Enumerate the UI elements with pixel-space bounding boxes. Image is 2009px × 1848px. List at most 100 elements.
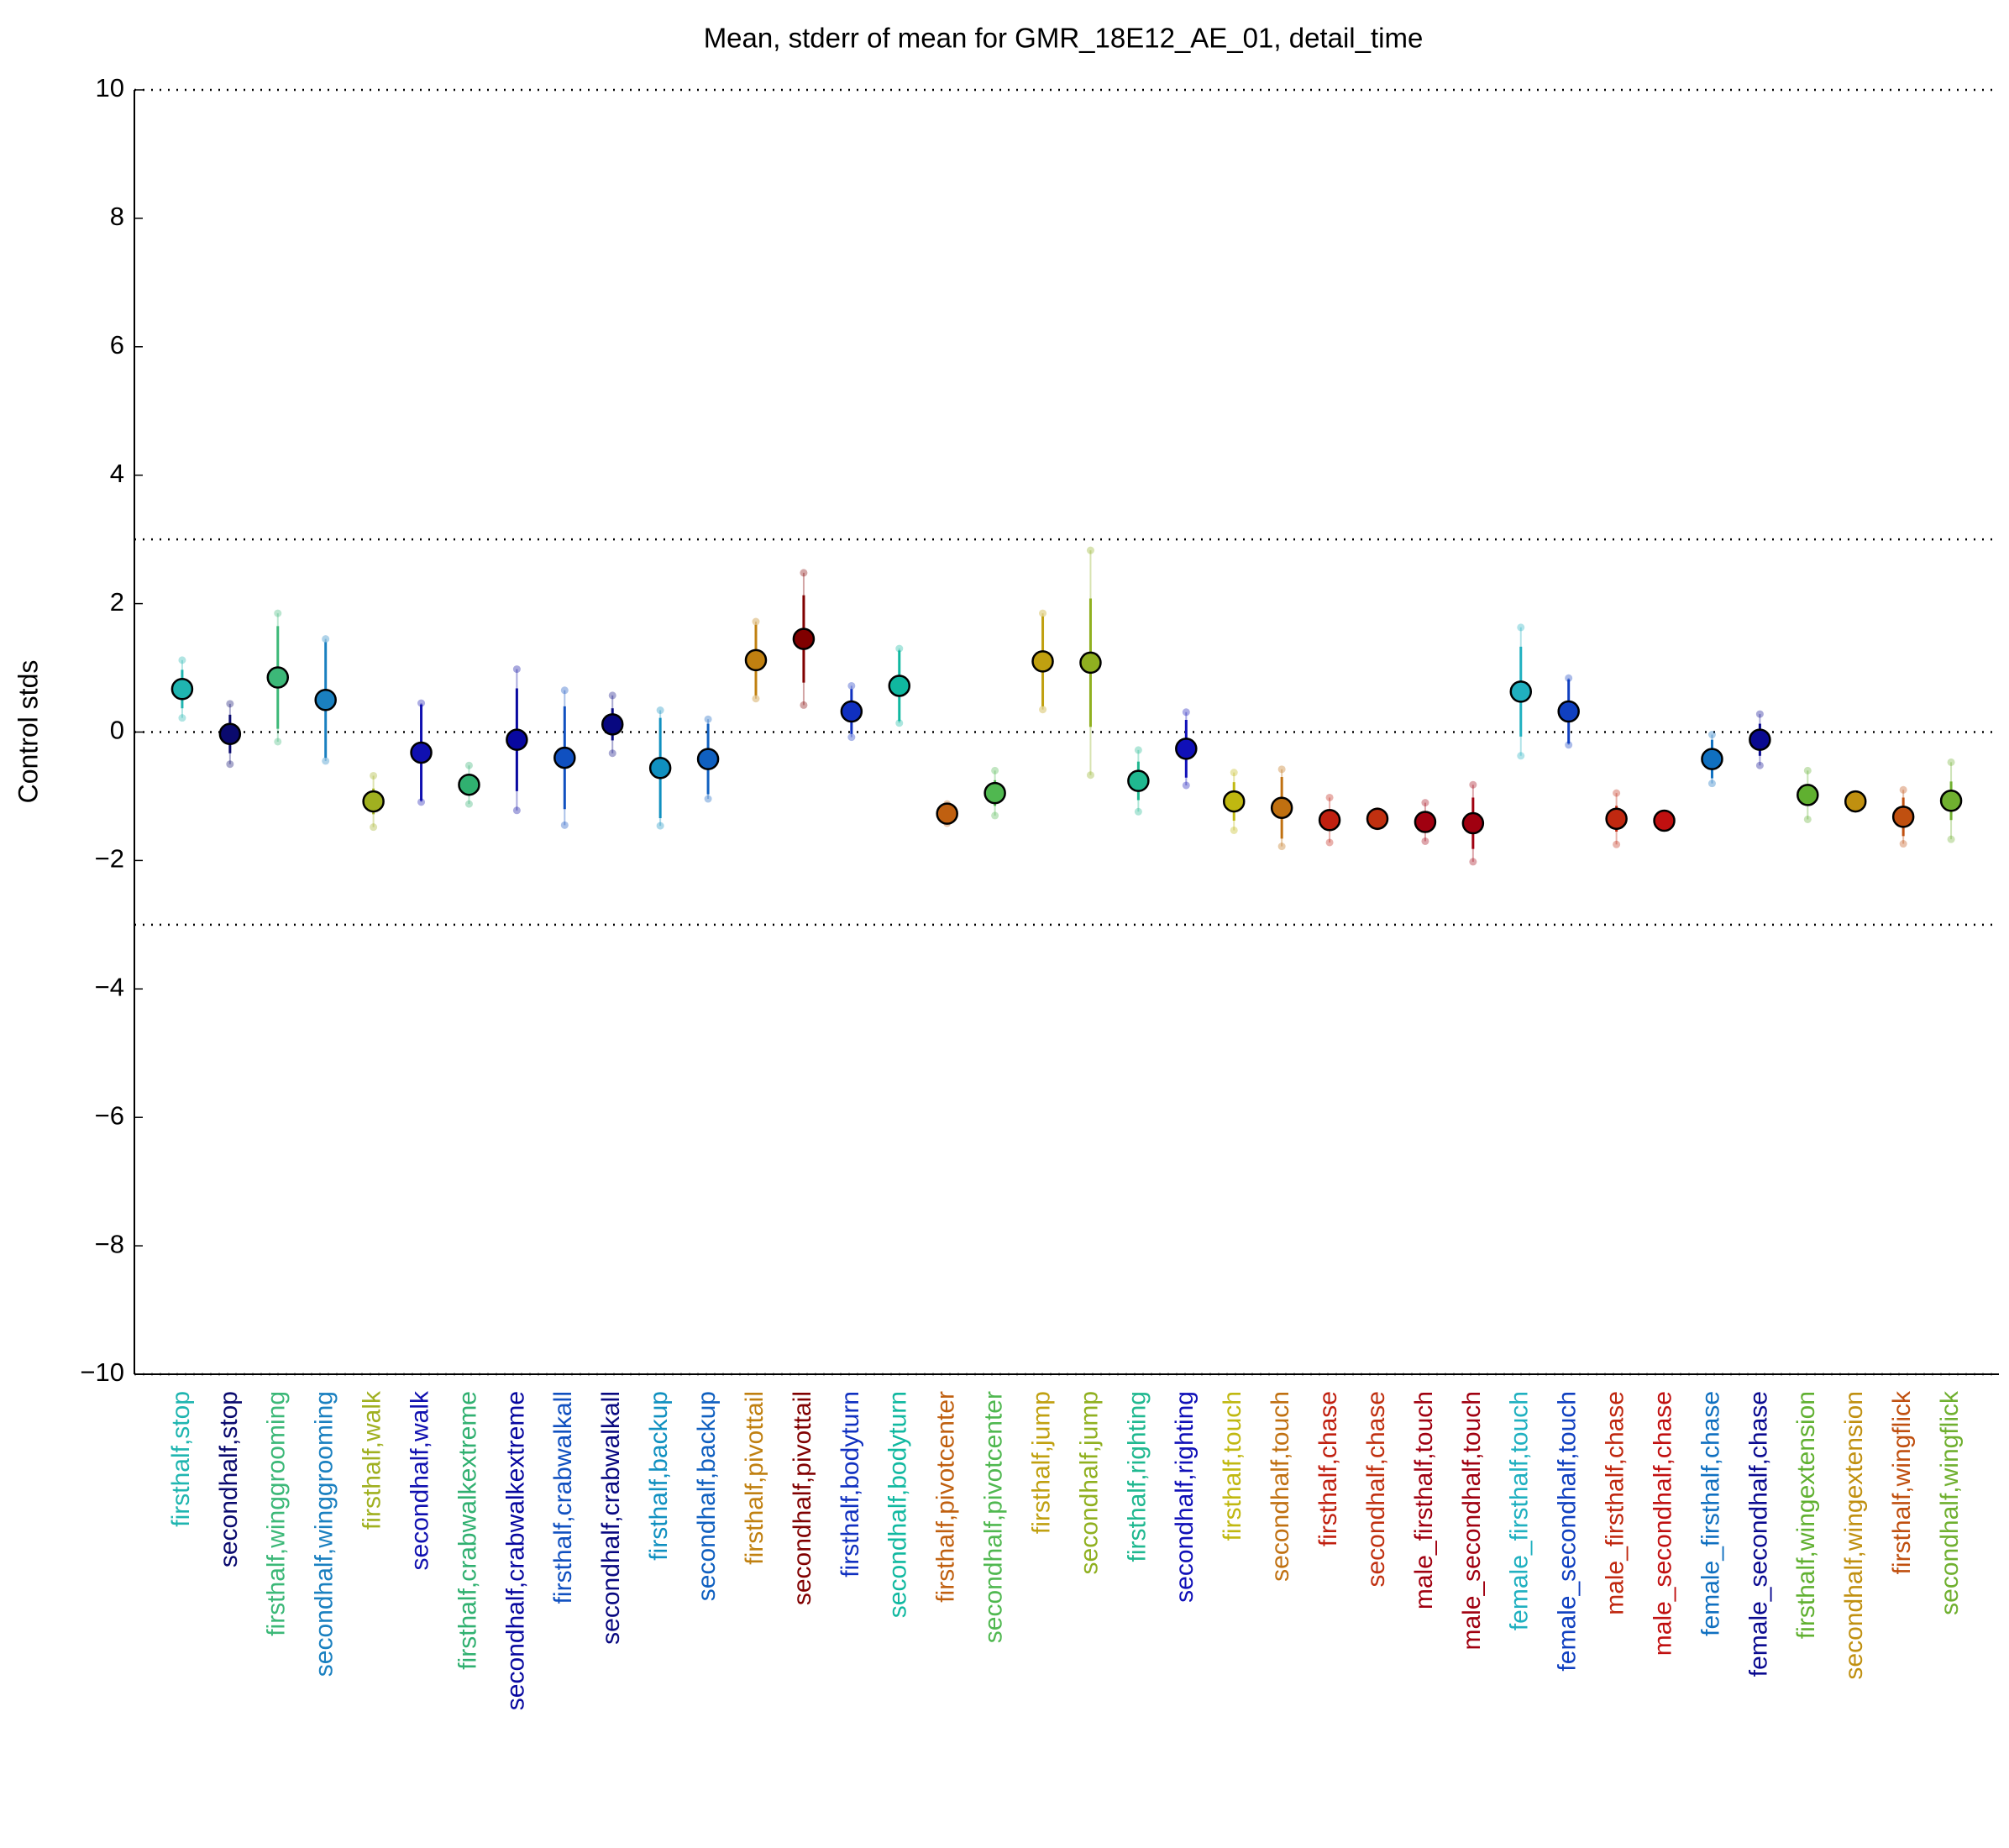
spread-dot [704,715,712,723]
x-tick-label: firsthalf,backup [645,1391,673,1561]
mean-marker [1797,784,1819,806]
spread-dot [1707,780,1716,788]
x-tick-label: secondhalf,backup [693,1391,721,1601]
x-tick-label: secondhalf,bodyturn [884,1391,912,1618]
mean-marker [1461,811,1485,835]
mean-marker [458,773,480,796]
x-tick-label: firsthalf,pivotcenter [932,1391,960,1603]
spread-dot [512,806,521,815]
spread-dot [1803,815,1812,823]
x-tick-label: firsthalf,touch [1219,1391,1246,1541]
x-tick-label: male_secondhalf,touch [1458,1391,1486,1651]
spread-dot [1517,752,1525,760]
y-tick-label: −6 [95,1100,124,1130]
spread-dot [1039,609,1047,617]
x-tick-label: female_firsthalf,touch [1506,1391,1534,1630]
mean-marker [1605,807,1628,830]
mean-marker [840,700,863,723]
spread-dot [1947,758,1955,766]
mean-marker [1414,811,1437,833]
x-tick-label: female_secondhalf,chase [1744,1391,1772,1677]
spread-dot [178,656,186,664]
x-tick-label: male_firsthalf,touch [1410,1391,1438,1609]
spread-dot [895,644,904,653]
spread-dot [704,795,712,803]
mean-marker [170,678,194,701]
spread-dot [656,822,664,830]
y-axis-label: Control stds [13,660,43,804]
x-tick-label: secondhalf,stop [215,1391,243,1567]
mean-marker [1653,809,1676,832]
spread-dot [1421,799,1429,807]
spread-dot [178,714,186,722]
mean-marker [601,713,624,736]
spread-dot [1086,546,1094,554]
spread-dot [274,609,282,617]
y-tick-label: −2 [95,844,124,874]
x-tick-label: secondhalf,wingflick [1936,1390,1964,1615]
mean-marker [1939,790,1963,812]
spread-dot [560,821,569,829]
x-tick-label: male_firsthalf,chase [1602,1391,1629,1615]
spread-dot [1039,706,1047,714]
spread-dot [608,749,616,758]
y-tick-label: 8 [110,202,124,231]
spread-dot [1469,780,1477,789]
spread-dot [1469,858,1477,866]
mean-marker [1270,796,1293,819]
mean-marker [218,722,242,746]
spread-dot [608,691,616,700]
spread-dot [1899,840,1907,848]
x-tick-label: secondhalf,pivotcenter [980,1391,1008,1643]
mean-marker [553,746,576,769]
x-tick-label: secondhalf,pivottail [789,1391,816,1605]
x-tick-label: secondhalf,crabwalkall [597,1391,625,1645]
x-tick-label: firsthalf,wingextension [1792,1391,1820,1639]
spread-dot [800,569,808,577]
spread-dot [1947,835,1955,843]
mean-marker [648,757,672,780]
spread-dot [1613,789,1621,797]
spread-dot [1613,840,1621,848]
x-tick-label: female_firsthalf,chase [1697,1391,1724,1636]
spread-dot [800,701,808,709]
spread-dot [322,635,330,643]
spread-dot [752,695,760,703]
spread-dot [1565,674,1573,682]
x-tick-label: secondhalf,wingextension [1840,1391,1868,1680]
spread-dot [512,665,521,674]
x-tick-label: secondhalf,crabwalkextreme [501,1391,529,1710]
y-tick-label: 10 [96,73,124,102]
mean-marker [888,675,911,697]
mean-marker [1557,700,1580,723]
spread-dot [1803,766,1812,774]
chart-title: Mean, stderr of mean for GMR_18E12_AE_01… [704,23,1424,54]
mean-marker [1701,748,1723,770]
x-tick-label: secondhalf,jump [1075,1391,1103,1574]
spread-dot [1565,741,1573,749]
mean-marker [506,728,528,751]
x-tick-label: secondhalf,touch [1267,1391,1294,1582]
x-tick-label: secondhalf,walk [406,1390,433,1570]
spread-dot [847,733,856,742]
x-tick-label: female_secondhalf,touch [1554,1391,1581,1672]
spread-dot [991,766,999,774]
x-tick-label: secondhalf,righting [1171,1391,1199,1603]
mean-marker [1844,790,1867,813]
spread-dot [1707,731,1716,739]
spread-dot [895,719,904,727]
spread-dot [1325,838,1334,847]
spread-dot [274,738,282,746]
mean-marker [362,790,385,813]
spread-dot [847,681,856,690]
mean-marker [266,666,290,689]
x-tick-label: firsthalf,bodyturn [837,1391,864,1578]
spread-dot [464,800,473,808]
spread-dot [322,757,330,765]
x-tick-label: firsthalf,chase [1314,1391,1342,1546]
x-tick-label: firsthalf,wingflick [1888,1390,1916,1574]
spread-dot [1086,771,1094,780]
mean-marker [984,781,1006,805]
